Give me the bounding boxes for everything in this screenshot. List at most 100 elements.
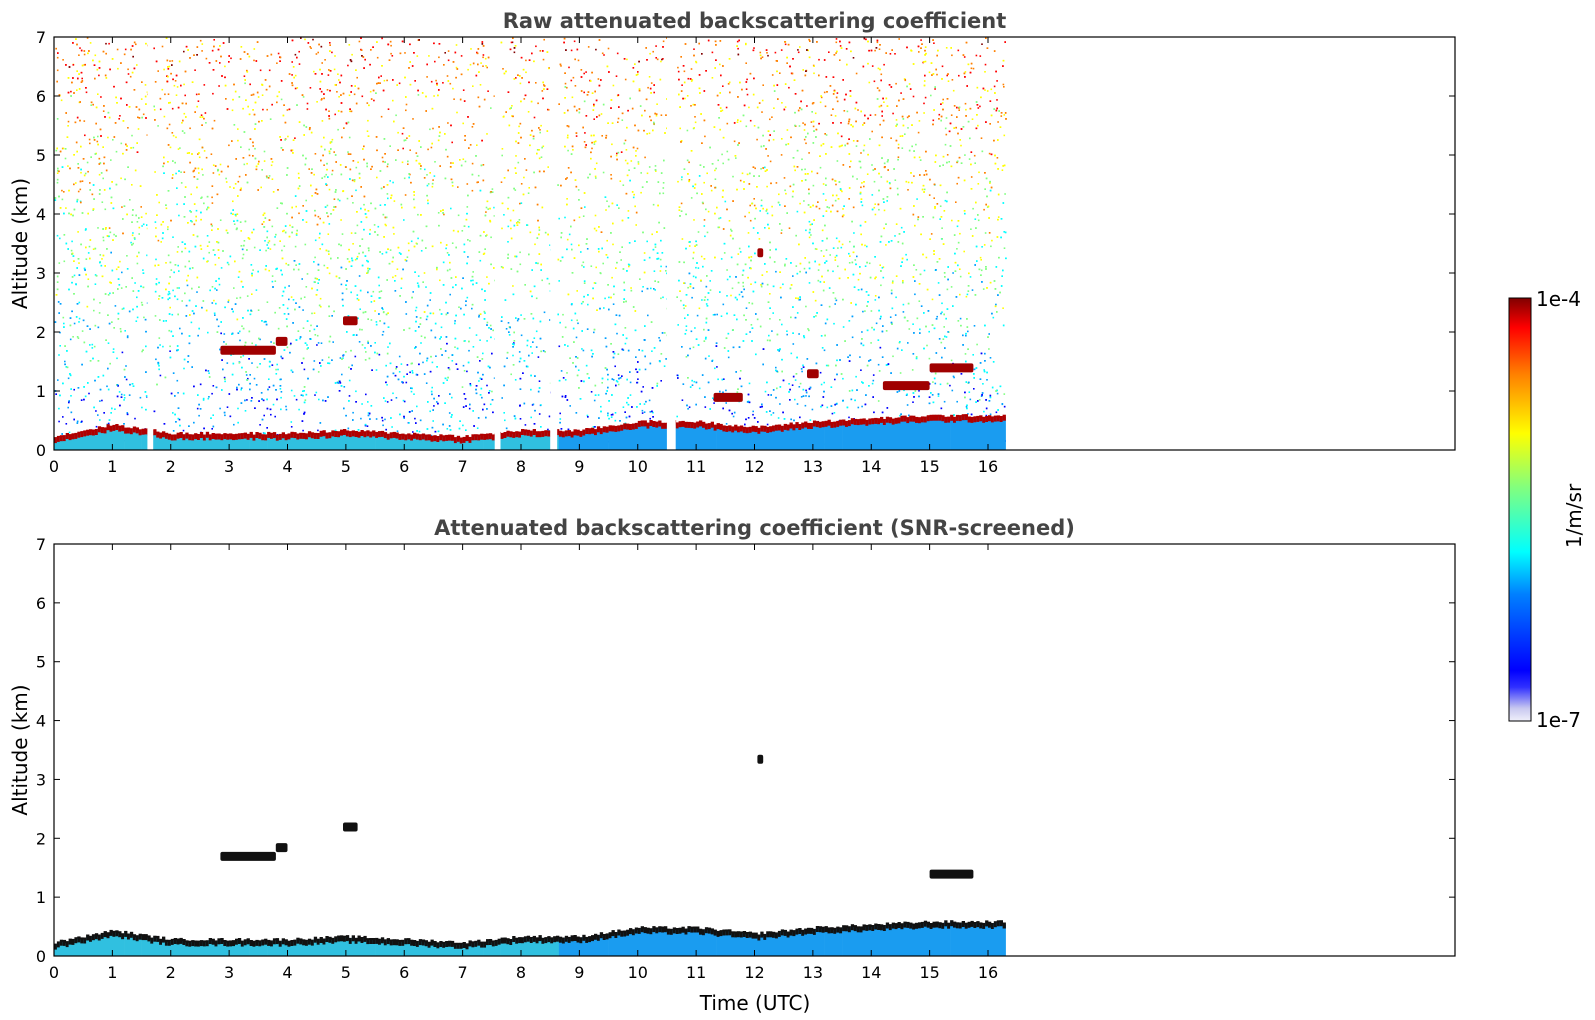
speckle-point (616, 381, 619, 383)
speckle-point (654, 165, 657, 167)
speckle-point (290, 426, 293, 428)
speckle-point (456, 111, 458, 114)
speckle-point (123, 394, 126, 396)
speckle-point (398, 355, 401, 358)
speckle-point (403, 219, 405, 221)
speckle-point (912, 401, 914, 403)
speckle-point (863, 185, 865, 188)
speckle-point (232, 200, 234, 203)
speckle-point (908, 328, 911, 330)
speckle-point (964, 353, 967, 355)
speckle-point (855, 72, 858, 75)
speckle-point (406, 137, 408, 139)
speckle-point (312, 38, 314, 41)
speckle-point (612, 84, 615, 87)
speckle-point (429, 299, 431, 301)
speckle-point (184, 94, 186, 97)
speckle-point (603, 54, 605, 56)
speckle-point (196, 291, 198, 293)
speckle-point (950, 286, 953, 288)
speckle-point (271, 178, 274, 180)
speckle-point (374, 342, 376, 344)
speckle-point (244, 82, 246, 85)
speckle-point (285, 262, 287, 265)
speckle-point (725, 389, 727, 392)
speckle-point (643, 411, 646, 413)
speckle-point (139, 396, 142, 399)
speckle-point (265, 249, 267, 252)
speckle-point (756, 138, 758, 141)
speckle-point (292, 299, 295, 301)
speckle-point (680, 202, 683, 205)
speckle-point (559, 412, 561, 415)
speckle-point (373, 224, 376, 226)
speckle-point (805, 305, 807, 308)
speckle-point (118, 391, 121, 393)
speckle-point (370, 301, 373, 303)
speckle-point (338, 79, 340, 81)
speckle-point (593, 118, 595, 120)
speckle-point (979, 55, 982, 57)
speckle-point (310, 47, 312, 49)
speckle-point (320, 342, 323, 344)
speckle-point (417, 275, 420, 277)
speckle-point (177, 148, 180, 150)
speckle-point (932, 381, 934, 383)
speckle-point (206, 235, 209, 237)
speckle-point (83, 53, 86, 56)
speckle-point (294, 87, 297, 90)
speckle-point (83, 120, 86, 122)
speckle-point (176, 298, 179, 301)
speckle-point (574, 85, 577, 87)
speckle-point (88, 138, 91, 141)
speckle-point (171, 177, 174, 179)
speckle-point (549, 319, 551, 321)
speckle-point (126, 255, 128, 257)
speckle-point (387, 346, 389, 348)
speckle-point (881, 267, 884, 269)
speckle-point (317, 371, 320, 373)
speckle-point (897, 143, 900, 146)
speckle-point (306, 108, 309, 110)
speckle-point (132, 242, 134, 245)
speckle-point (342, 357, 344, 359)
speckle-point (653, 91, 655, 94)
speckle-point (984, 71, 986, 73)
speckle-point (431, 386, 433, 389)
speckle-point (57, 379, 59, 381)
speckle-point (593, 399, 596, 402)
speckle-point (581, 264, 583, 267)
speckle-point (369, 90, 372, 93)
speckle-point (769, 293, 771, 295)
speckle-point (903, 78, 906, 80)
speckle-point (578, 216, 581, 219)
speckle-point (107, 422, 110, 425)
speckle-point (738, 247, 741, 250)
speckle-point (475, 334, 478, 336)
speckle-point (123, 399, 125, 401)
speckle-point (852, 57, 855, 59)
speckle-point (439, 308, 441, 311)
speckle-point (691, 384, 694, 386)
speckle-point (693, 127, 695, 129)
speckle-point (381, 419, 384, 422)
speckle-point (796, 210, 799, 213)
speckle-point (114, 408, 116, 410)
speckle-point (946, 154, 949, 156)
speckle-point (454, 346, 456, 348)
speckle-point (179, 147, 181, 149)
speckle-point (950, 359, 953, 362)
speckle-point (366, 259, 368, 262)
speckle-point (660, 380, 662, 382)
speckle-point (859, 160, 862, 163)
speckle-point (676, 415, 678, 418)
speckle-point (923, 80, 926, 82)
speckle-point (286, 307, 289, 310)
speckle-point (912, 323, 914, 325)
speckle-point (612, 243, 614, 246)
speckle-point (255, 344, 257, 346)
speckle-point (582, 261, 585, 264)
speckle-point (825, 364, 828, 367)
speckle-point (119, 328, 122, 330)
speckle-point (979, 256, 982, 259)
